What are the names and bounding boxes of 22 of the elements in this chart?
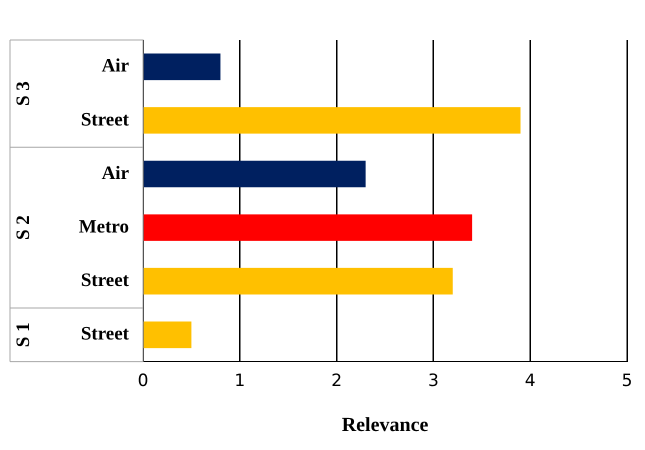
x-tick-label: 1 xyxy=(234,371,246,392)
x-tick-label: 2 xyxy=(331,371,342,392)
y-tick-label: Air xyxy=(102,56,130,77)
x-tick-label: 5 xyxy=(622,371,632,392)
bar xyxy=(144,214,472,241)
bar xyxy=(144,54,220,80)
bar xyxy=(144,160,366,188)
x-tick-label: 0 xyxy=(138,371,148,392)
x-tick-label: 3 xyxy=(428,371,439,392)
x-tick-label: 4 xyxy=(524,371,536,392)
y-tick-label: Metro xyxy=(78,216,129,238)
text: S 1 xyxy=(12,322,34,348)
bar xyxy=(144,322,192,348)
y-tick-label: Air xyxy=(102,162,130,184)
bar xyxy=(144,268,453,294)
x-axis-title: Relevance xyxy=(342,414,428,436)
text: S 3 xyxy=(12,81,34,106)
y-tick-label: Street xyxy=(80,324,130,345)
bar xyxy=(144,107,521,134)
y-tick-label: Street xyxy=(80,109,130,130)
text: S 2 xyxy=(12,215,34,240)
y-tick-label: Street xyxy=(80,270,130,292)
